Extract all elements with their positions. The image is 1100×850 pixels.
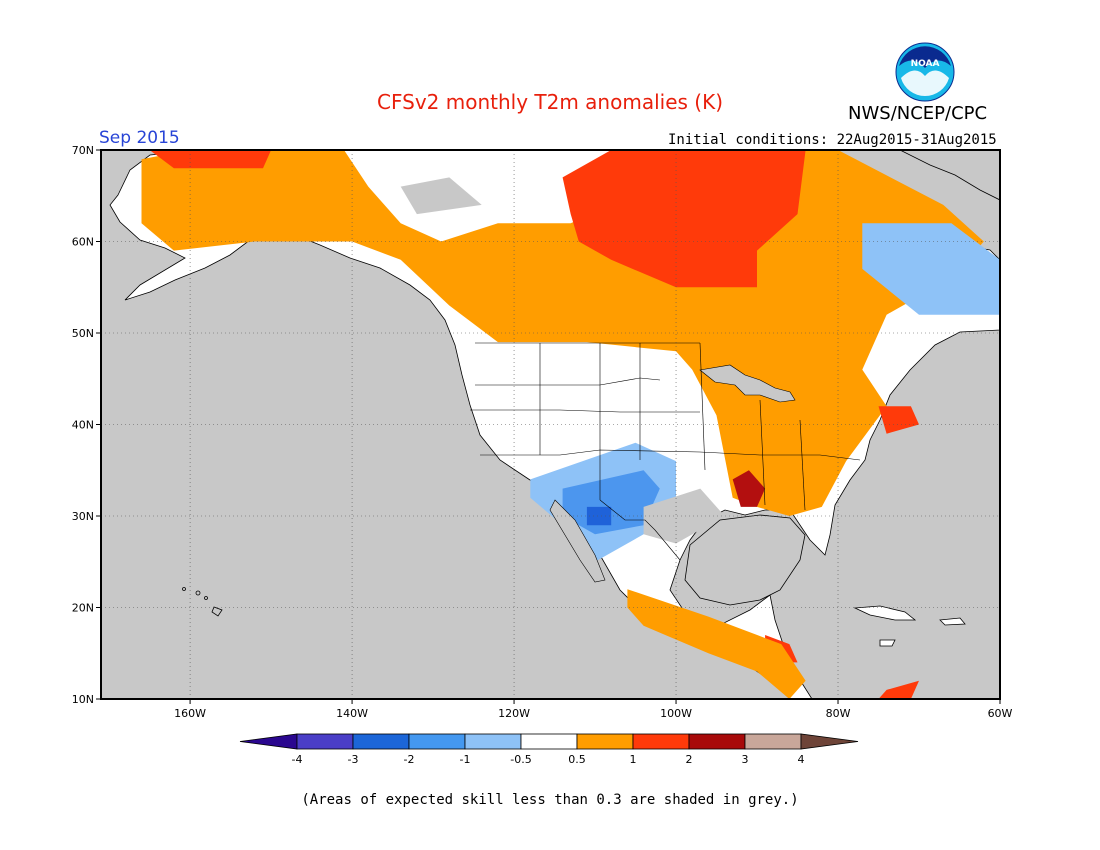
lon-tick-label: 80W (826, 707, 851, 720)
lat-tick-label: 20N (72, 602, 94, 615)
anomaly-region-minus-1 (562, 470, 660, 535)
anomaly-region-low-skill (400, 177, 482, 215)
valid-month-label: Sep 2015 (99, 128, 180, 148)
anomaly-region-low-skill (643, 488, 725, 544)
colorbar-label: 3 (742, 753, 749, 766)
anomaly-region-plus-1 (878, 406, 919, 434)
lon-tick-label: 120W (498, 707, 530, 720)
gulf-of-california (549, 499, 606, 583)
noaa-logo-icon: NOAA (895, 42, 955, 102)
great-lakes (699, 364, 796, 403)
lat-tick-label: 60N (72, 236, 94, 249)
political-borders (470, 342, 861, 561)
colorbar-label: -4 (292, 753, 303, 766)
colorbar: -4 -3 -2 -1 -0.5 0.5 1 2 3 4 (239, 733, 859, 766)
anomaly-region-plus-1 (878, 680, 919, 699)
colorbar-low-arrow (239, 733, 298, 750)
noaa-logo: NOAA (895, 42, 955, 102)
anomaly-region-minus-2 (586, 506, 612, 526)
lon-tick-label: 160W (174, 707, 206, 720)
colorbar-label: 2 (686, 753, 693, 766)
colorbar-segment (688, 733, 746, 750)
agency-label: NWS/NCEP/CPC (848, 103, 988, 124)
colorbar-label: 1 (630, 753, 637, 766)
colorbar-label: -1 (460, 753, 471, 766)
colorbar-segment (744, 733, 802, 750)
logo-wordmark: NOAA (911, 59, 940, 69)
lon-tick-label: 100W (660, 707, 692, 720)
colorbar-segment (296, 733, 354, 750)
colorbar-segment (464, 733, 522, 750)
lat-tick-label: 30N (72, 510, 94, 523)
skill-footnote: (Areas of expected skill less than 0.3 a… (301, 792, 799, 808)
land-greenland (899, 150, 1000, 201)
colorbar-segment (352, 733, 410, 750)
lat-tick-label: 40N (72, 419, 94, 432)
anomaly-region-plus-2 (732, 470, 766, 507)
lat-tick-label: 10N (72, 693, 94, 706)
colorbar-label: -3 (348, 753, 359, 766)
colorbar-label: 0.5 (568, 753, 586, 766)
colorbar-label: -0.5 (510, 753, 531, 766)
lat-tick-label: 70N (72, 144, 94, 157)
colorbar-segment (576, 733, 634, 750)
lon-tick-label: 140W (336, 707, 368, 720)
colorbar-label: 4 (798, 753, 805, 766)
initial-conditions-label: Initial conditions: 22Aug2015-31Aug2015 (668, 132, 997, 148)
lon-tick-label: 60W (988, 707, 1013, 720)
colorbar-label: -2 (404, 753, 415, 766)
axis-tick-labels: 70N 60N 50N 40N 30N 20N 10N 160W 140W 120W 100W 80W… (72, 144, 1013, 720)
lat-tick-label: 50N (72, 327, 94, 340)
anomaly-region-plus-1 (562, 150, 806, 288)
hawaii-islands (182, 587, 223, 617)
anomaly-region-plus-1 (149, 150, 272, 169)
caribbean-islands (853, 605, 966, 647)
anomaly-region-minus-0-5 (862, 223, 1000, 315)
map-title: CFSv2 monthly T2m anomalies (K) (377, 90, 723, 114)
colorbar-segment (632, 733, 690, 750)
colorbar-segment (520, 733, 578, 750)
anomaly-region-plus-0-5 (627, 589, 806, 699)
colorbar-high-arrow (800, 733, 859, 750)
colorbar-segment (408, 733, 466, 750)
